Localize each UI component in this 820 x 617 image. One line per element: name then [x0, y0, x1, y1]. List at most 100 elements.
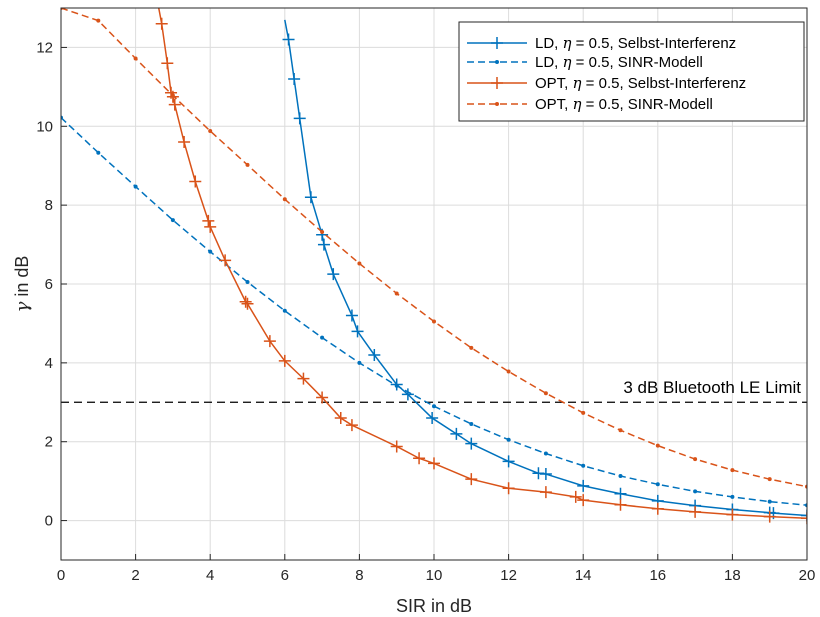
- x-tick-label: 12: [500, 567, 517, 584]
- legend-entry-ld-self: LD, η = 0.5, Selbst-Interferenz: [467, 34, 736, 52]
- point-opt_sinr: [730, 468, 735, 473]
- point-opt_self: [334, 412, 347, 425]
- legend-label-opt-sinr: OPT, η = 0.5, SINR-Modell: [535, 95, 713, 113]
- point-opt_sinr: [133, 56, 138, 61]
- legend-entry-opt-self: OPT, η = 0.5, Selbst-Interferenz: [467, 74, 746, 92]
- point-opt_self: [465, 473, 478, 486]
- y-tick-label: 6: [45, 276, 53, 293]
- legend-marker-ld-self: [491, 37, 503, 49]
- x-tick-label: 10: [426, 567, 443, 584]
- point-opt_self: [178, 136, 191, 149]
- point-ld_self: [532, 467, 545, 480]
- point-opt_self: [155, 17, 168, 30]
- point-ld_self: [614, 487, 627, 500]
- point-opt_self: [726, 508, 739, 521]
- x-tick-label: 0: [57, 567, 65, 584]
- point-opt_self: [345, 419, 358, 432]
- x-tick-label: 4: [206, 567, 214, 584]
- y-axis-symbol: γ: [12, 301, 33, 312]
- point-opt_self: [569, 490, 582, 503]
- x-tick-label: 2: [131, 567, 139, 584]
- point-ld_sinr: [357, 360, 362, 365]
- y-tick-label: 12: [36, 39, 53, 56]
- point-ld_self: [345, 309, 358, 322]
- point-opt_sinr: [432, 319, 436, 324]
- point-ld_self: [304, 191, 317, 204]
- y-tick-label: 2: [45, 434, 53, 451]
- point-ld_self: [426, 412, 439, 425]
- legend-marker-ld-sinr: [495, 60, 499, 64]
- legend-marker-opt-sinr: [495, 102, 499, 106]
- point-ld_sinr: [693, 489, 698, 494]
- point-opt_self: [413, 452, 426, 465]
- point-opt_sinr: [506, 369, 511, 374]
- point-ld_sinr: [170, 218, 175, 223]
- point-opt_sinr: [208, 129, 213, 134]
- y-axis-label-text: in dB: [12, 256, 32, 302]
- point-ld_self: [351, 325, 364, 338]
- point-ld_self: [288, 72, 301, 85]
- point-ld_sinr: [208, 249, 213, 254]
- point-opt_sinr: [357, 261, 362, 266]
- y-tick-label: 10: [36, 118, 53, 135]
- point-ld_sinr: [469, 421, 474, 426]
- x-axis-label: SIR in dB: [396, 596, 472, 616]
- point-opt_self: [801, 512, 807, 525]
- point-opt_self: [651, 502, 664, 515]
- point-opt_sinr: [581, 410, 586, 415]
- point-opt_self: [502, 482, 515, 495]
- point-opt_self: [202, 214, 215, 227]
- point-ld_sinr: [245, 280, 250, 285]
- point-ld_sinr: [432, 404, 436, 409]
- point-opt_sinr: [245, 162, 250, 167]
- series-opt_self: [155, 8, 807, 525]
- x-tick-label: 20: [799, 567, 816, 584]
- legend: LD, η = 0.5, Selbst-Interferenz LD, η = …: [458, 21, 805, 122]
- legend-entry-opt-sinr: OPT, η = 0.5, SINR-Modell: [467, 95, 713, 113]
- point-ld_sinr: [730, 494, 735, 499]
- point-ld_self: [327, 268, 340, 281]
- point-ld_self: [401, 388, 414, 401]
- x-tick-label: 8: [355, 567, 363, 584]
- limit-annotation: 3 dB Bluetooth LE Limit: [623, 378, 801, 397]
- point-ld_self: [293, 112, 306, 125]
- legend-label-ld-self: LD, η = 0.5, Selbst-Interferenz: [535, 34, 736, 52]
- legend-marker-opt-self: [491, 77, 503, 89]
- point-ld_sinr: [655, 482, 660, 487]
- legend-label-ld-sinr: LD, η = 0.5, SINR-Modell: [535, 53, 703, 71]
- point-opt_sinr: [693, 457, 698, 462]
- point-ld_sinr: [543, 451, 548, 456]
- series-ld_self: [282, 19, 807, 522]
- legend-entry-ld-sinr: LD, η = 0.5, SINR-Modell: [467, 53, 703, 71]
- point-opt_self: [219, 254, 232, 267]
- point-opt_sinr: [655, 443, 660, 448]
- point-opt_self: [241, 297, 254, 310]
- point-opt_self: [204, 220, 217, 233]
- legend-label-opt-self: OPT, η = 0.5, Selbst-Interferenz: [535, 74, 746, 92]
- point-opt_self: [689, 505, 702, 518]
- point-opt_sinr: [320, 229, 325, 234]
- point-opt_sinr: [394, 291, 399, 296]
- point-ld_self: [465, 437, 478, 450]
- point-ld_sinr: [581, 463, 586, 468]
- point-opt_self: [263, 335, 276, 348]
- y-tick-label: 4: [45, 355, 53, 372]
- y-axis-label: γ in dB: [12, 256, 33, 313]
- point-ld_sinr: [618, 474, 623, 479]
- point-ld_self: [317, 238, 330, 251]
- x-tick-label: 18: [724, 567, 741, 584]
- point-opt_self: [239, 295, 252, 308]
- point-opt_self: [763, 510, 776, 523]
- point-ld_sinr: [767, 499, 772, 504]
- series-layer: [61, 8, 807, 525]
- point-opt_self: [390, 440, 403, 453]
- point-opt_self: [168, 98, 181, 111]
- point-ld_self: [502, 455, 515, 468]
- point-ld_sinr: [506, 437, 511, 442]
- y-tick-label: 8: [45, 197, 53, 214]
- point-opt_self: [539, 486, 552, 499]
- point-ld_self: [368, 348, 381, 361]
- point-ld_self: [577, 479, 590, 492]
- point-opt_self: [297, 372, 310, 385]
- point-opt_sinr: [282, 197, 287, 202]
